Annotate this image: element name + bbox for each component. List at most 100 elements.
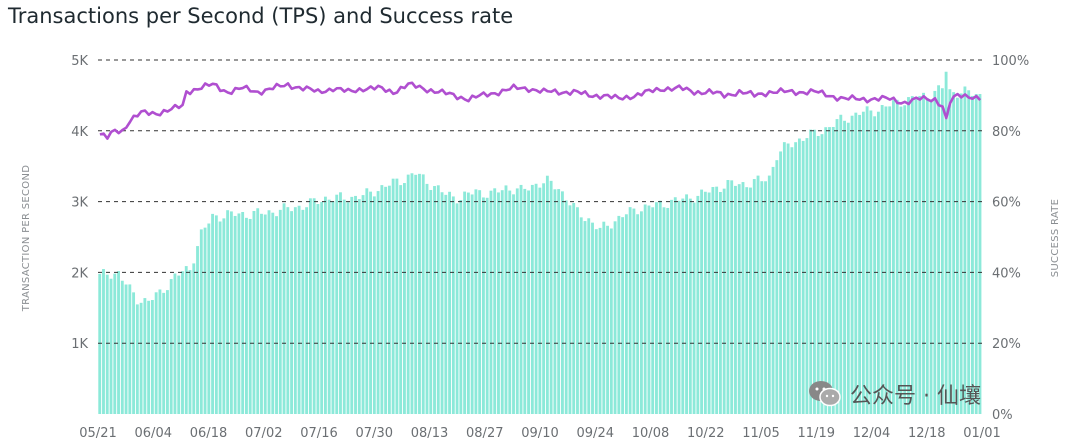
tps-bar	[463, 191, 467, 414]
tps-bar	[248, 218, 252, 414]
tps-bar	[256, 208, 260, 414]
tps-bar	[816, 135, 820, 415]
tps-bar	[237, 213, 241, 414]
tps-bar	[312, 198, 316, 414]
tps-bar	[305, 207, 309, 414]
tps-bar	[98, 273, 102, 414]
tps-bar	[929, 99, 933, 415]
tps-bar	[794, 142, 798, 414]
tps-bar	[105, 274, 109, 414]
y-axis-right-label: SUCCESS RATE	[1050, 199, 1061, 277]
x-tick-label: 05/21	[79, 426, 116, 440]
tps-bar	[241, 212, 245, 414]
tps-bar	[843, 120, 846, 414]
tps-bar	[380, 185, 384, 414]
tps-bar	[335, 194, 339, 414]
x-tick-label: 06/18	[190, 426, 227, 440]
x-tick-label: 10/22	[687, 426, 724, 440]
tps-bar	[692, 202, 696, 414]
grid-lines	[98, 59, 982, 344]
tps-bar	[940, 88, 944, 414]
tps-bar	[354, 195, 357, 414]
tps-bar	[892, 100, 895, 415]
tps-bar	[308, 198, 312, 414]
right-tick-label: 100%	[992, 54, 1029, 69]
tps-bar	[677, 200, 681, 414]
tps-bar	[173, 273, 177, 414]
tps-bar	[813, 129, 816, 415]
tps-bar	[673, 197, 677, 414]
tps-bar	[591, 222, 594, 414]
right-tick-label: 80%	[992, 125, 1021, 140]
tps-bar	[466, 192, 470, 414]
x-tick-label: 12/18	[908, 426, 945, 440]
tps-bar	[519, 184, 523, 414]
tps-bar	[715, 186, 719, 414]
tps-bar	[451, 196, 455, 414]
tps-bar	[797, 138, 801, 414]
tps-bars	[98, 71, 982, 415]
tps-bar	[681, 198, 685, 414]
tps-bar	[489, 190, 493, 414]
tps-bar	[828, 127, 831, 414]
chart-title: Transactions per Second (TPS) and Succes…	[8, 4, 514, 28]
tps-bar	[418, 173, 421, 414]
tps-bar	[624, 214, 628, 414]
tps-bar	[809, 129, 813, 414]
tps-bar	[707, 192, 711, 414]
tps-bar	[233, 215, 237, 414]
tps-bar	[132, 292, 136, 414]
tps-bar	[297, 205, 301, 414]
tps-bar	[403, 183, 406, 414]
tps-bar	[899, 106, 903, 414]
tps-bar	[252, 210, 256, 414]
tps-bar	[639, 211, 643, 414]
tps-bar	[553, 189, 557, 414]
tps-bar	[282, 203, 286, 414]
tps-bar	[850, 115, 854, 414]
tps-bar	[914, 99, 918, 415]
tps-bar	[425, 183, 429, 414]
left-tick-label: 3K	[71, 196, 88, 211]
tps-bar	[327, 199, 331, 414]
tps-bar	[527, 190, 530, 414]
tps-bar	[109, 278, 113, 414]
tps-bar	[497, 192, 500, 414]
tps-bar	[150, 300, 154, 414]
tps-bar	[188, 270, 192, 414]
wechat-icon	[808, 380, 842, 408]
tps-bar	[301, 209, 305, 414]
tps-bar	[470, 194, 474, 414]
tps-bar	[530, 184, 534, 414]
tps-bar	[647, 205, 651, 414]
x-tick-label: 11/05	[742, 426, 779, 440]
tps-bar	[907, 97, 910, 414]
tps-bar	[685, 194, 688, 414]
tps-bar	[955, 97, 959, 414]
tps-bar	[399, 185, 403, 414]
tps-bar	[895, 99, 899, 415]
tps-bar	[369, 191, 372, 414]
x-tick-label: 01/01	[963, 426, 1000, 440]
tps-bar	[858, 114, 862, 415]
tps-bar	[222, 218, 226, 414]
tps-bar	[560, 191, 564, 414]
x-tick-label: 08/13	[411, 426, 448, 440]
tps-bar	[606, 225, 609, 414]
tps-bar	[275, 216, 278, 414]
tps-bar	[440, 192, 444, 414]
tps-bar	[583, 221, 587, 414]
tps-bar	[865, 106, 869, 414]
tps-bar	[455, 203, 459, 414]
tps-bar	[278, 209, 282, 414]
tps-bar	[749, 187, 752, 414]
tps-bar	[903, 105, 907, 414]
tps-bar	[177, 275, 181, 414]
tps-bar	[572, 203, 576, 414]
tps-bar	[500, 190, 504, 414]
tps-bar	[726, 180, 730, 414]
tps-bar	[703, 191, 707, 414]
tps-bar	[636, 214, 640, 414]
tps-bar	[925, 98, 929, 415]
tps-bar	[771, 166, 775, 414]
